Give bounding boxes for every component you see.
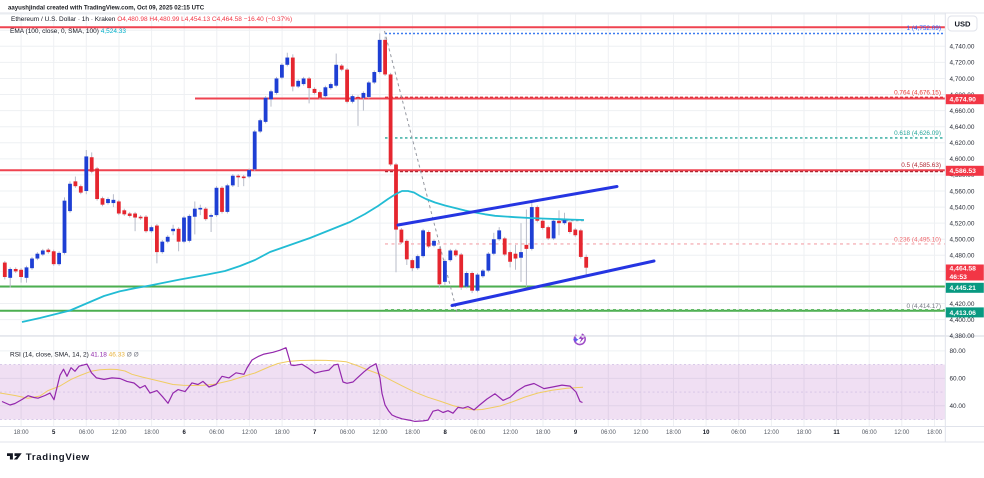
svg-text:4,660.00: 4,660.00: [950, 108, 975, 115]
svg-text:4,720.00: 4,720.00: [950, 60, 975, 67]
svg-text:4,400.00: 4,400.00: [950, 317, 975, 324]
svg-text:06:00: 06:00: [862, 430, 878, 436]
svg-text:5: 5: [52, 430, 56, 436]
svg-text:06:00: 06:00: [340, 430, 356, 436]
svg-text:0.5 (4,585.63): 0.5 (4,585.63): [901, 162, 941, 169]
svg-text:4,674.90: 4,674.90: [950, 97, 977, 104]
svg-text:12:00: 12:00: [111, 430, 127, 436]
svg-text:12:00: 12:00: [242, 430, 258, 436]
svg-text:12:00: 12:00: [372, 430, 388, 436]
svg-text:Ethereum / U.S. Dollar · 1h ·: Ethereum / U.S. Dollar · 1h · Kraken O4,…: [11, 16, 292, 23]
svg-text:4,640.00: 4,640.00: [950, 124, 975, 131]
svg-text:06:00: 06:00: [209, 430, 225, 436]
svg-text:06:00: 06:00: [731, 430, 747, 436]
svg-text:4,380.00: 4,380.00: [950, 333, 975, 340]
svg-text:11: 11: [833, 430, 840, 436]
svg-text:4,520.00: 4,520.00: [950, 221, 975, 228]
svg-text:4,445.21: 4,445.21: [950, 285, 977, 292]
svg-text:4,413.06: 4,413.06: [950, 310, 977, 317]
svg-text:12:00: 12:00: [633, 430, 649, 436]
svg-text:4,620.00: 4,620.00: [950, 140, 975, 147]
svg-text:18:00: 18:00: [144, 430, 160, 436]
svg-text:4,420.00: 4,420.00: [950, 301, 975, 308]
svg-text:0.618 (4,626.09): 0.618 (4,626.09): [894, 130, 941, 137]
svg-text:18:00: 18:00: [666, 430, 682, 436]
svg-text:RSI (14, close, SMA, 14, 2) 41: RSI (14, close, SMA, 14, 2) 41.18 46.33 …: [10, 352, 139, 359]
svg-text:18:00: 18:00: [405, 430, 421, 436]
svg-text:4,464.58: 4,464.58: [950, 266, 977, 273]
svg-text:18:00: 18:00: [796, 430, 812, 436]
svg-text:4,480.00: 4,480.00: [950, 253, 975, 260]
svg-text:40.00: 40.00: [950, 403, 966, 410]
svg-text:80.00: 80.00: [950, 348, 966, 355]
svg-text:9: 9: [574, 430, 578, 436]
svg-text:06:00: 06:00: [79, 430, 95, 436]
svg-text:06:00: 06:00: [601, 430, 617, 436]
svg-text:TradingView: TradingView: [26, 452, 90, 463]
svg-text:60.00: 60.00: [950, 376, 966, 383]
svg-text:4,540.00: 4,540.00: [950, 204, 975, 211]
svg-text:7: 7: [313, 430, 317, 436]
svg-text:10: 10: [703, 430, 710, 436]
svg-text:0.236 (4,495.10): 0.236 (4,495.10): [894, 236, 941, 243]
svg-text:12:00: 12:00: [764, 430, 780, 436]
svg-text:USD: USD: [954, 19, 971, 28]
svg-text:aayushjindal created with Trad: aayushjindal created with TradingView.co…: [8, 5, 205, 12]
svg-text:0.764 (4,676.15): 0.764 (4,676.15): [894, 90, 941, 97]
svg-text:18:00: 18:00: [927, 430, 943, 436]
svg-text:4,700.00: 4,700.00: [950, 76, 975, 83]
svg-text:1 (4,752.09): 1 (4,752.09): [907, 25, 941, 32]
svg-text:4,560.00: 4,560.00: [950, 188, 975, 195]
svg-text:4,586.53: 4,586.53: [950, 168, 977, 175]
svg-text:0 (4,414.17): 0 (4,414.17): [907, 303, 941, 310]
svg-text:06:00: 06:00: [470, 430, 486, 436]
svg-text:46:53: 46:53: [950, 274, 968, 281]
svg-text:4,740.00: 4,740.00: [950, 44, 975, 51]
svg-text:EMA (100, close, 0, SMA, 100): EMA (100, close, 0, SMA, 100) 4,524.33: [10, 28, 126, 35]
svg-text:12:00: 12:00: [503, 430, 519, 436]
svg-text:18:00: 18:00: [535, 430, 551, 436]
svg-text:6: 6: [183, 430, 187, 436]
svg-text:4,500.00: 4,500.00: [950, 237, 975, 244]
svg-text:18:00: 18:00: [275, 430, 291, 436]
svg-text:4,600.00: 4,600.00: [950, 156, 975, 163]
svg-text:18:00: 18:00: [14, 430, 30, 436]
svg-text:8: 8: [444, 430, 448, 436]
svg-text:12:00: 12:00: [894, 430, 910, 436]
